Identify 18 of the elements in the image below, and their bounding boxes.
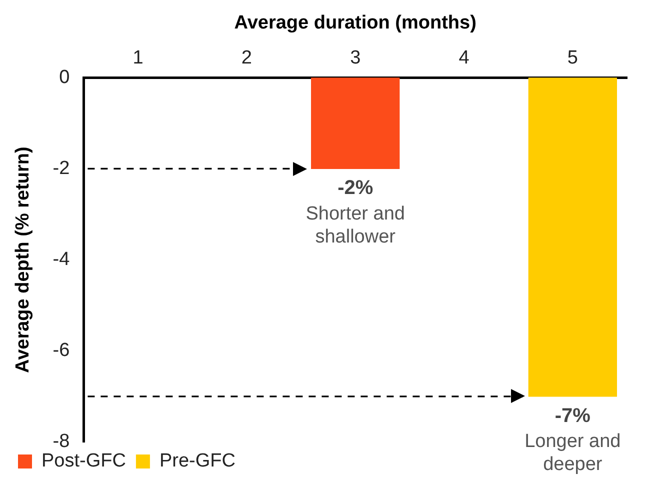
annotation: Longer and deeper xyxy=(524,431,621,476)
y-axis-title: Average depth (% return) xyxy=(12,146,34,373)
y-tick-label: -4 xyxy=(52,249,70,270)
legend-label: Pre-GFC xyxy=(159,450,236,472)
y-tick-label: 0 xyxy=(59,66,70,88)
data-label: -7% xyxy=(554,404,591,427)
y-tick-label: -2 xyxy=(52,158,70,179)
x-tick-label: 2 xyxy=(241,47,252,68)
x-tick-label: 4 xyxy=(458,47,470,68)
x-tick-label: 1 xyxy=(132,47,144,68)
x-tick-label: 3 xyxy=(350,47,361,68)
legend-label: Post-GFC xyxy=(42,450,126,472)
y-tick-label: -8 xyxy=(52,431,70,452)
annotation: Shorter and shallower xyxy=(306,203,405,248)
data-label: -2% xyxy=(338,177,374,200)
x-tick-label: 5 xyxy=(567,47,578,68)
x-axis-title: Average duration (months) xyxy=(234,12,476,34)
y-tick-label: -6 xyxy=(52,340,70,362)
